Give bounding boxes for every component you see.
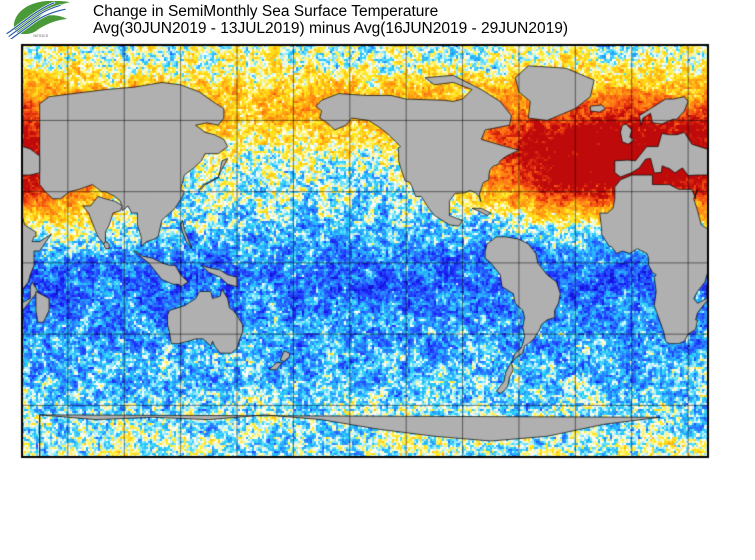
svg-text:NESDIS: NESDIS (33, 34, 48, 38)
